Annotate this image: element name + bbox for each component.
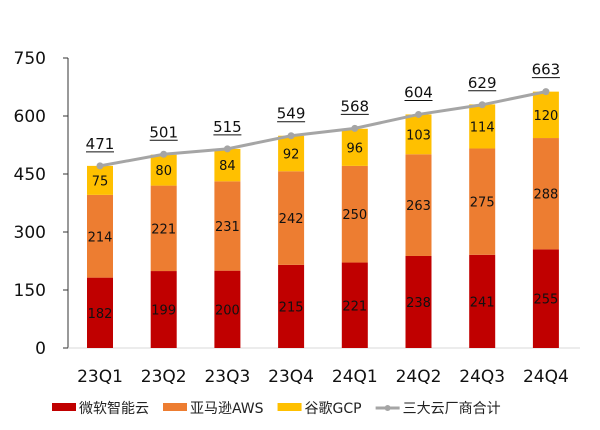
x-tick-label: 24Q4 [523, 367, 569, 387]
bar-segment [278, 135, 305, 172]
total-label: 471 [86, 135, 115, 153]
total-label: 568 [340, 97, 369, 115]
total-point [415, 110, 422, 118]
bar-segment [532, 138, 559, 250]
total-label: 501 [149, 123, 178, 141]
total-line [99, 90, 547, 168]
total-point [160, 150, 168, 158]
legend-swatch [163, 403, 187, 411]
data-label: 221 [342, 299, 367, 314]
bar-segment [341, 128, 368, 166]
data-label: 263 [406, 199, 431, 214]
total-point [223, 145, 231, 153]
legend-label: 谷歌GCP [305, 401, 362, 417]
data-label: 231 [215, 220, 240, 235]
bar-segment [469, 148, 496, 255]
y-tick-label: 450 [14, 165, 46, 185]
legend-swatch [52, 403, 76, 411]
y-tick-label: 150 [14, 281, 46, 301]
data-label: 182 [88, 307, 113, 322]
legend-line-marker [384, 405, 391, 411]
total-point [478, 101, 486, 109]
total-label: 629 [468, 74, 497, 92]
data-label: 214 [88, 230, 113, 245]
data-label: 215 [279, 300, 304, 315]
total-label: 604 [404, 83, 433, 101]
total-point [287, 132, 295, 140]
bar-segment [341, 262, 368, 348]
bar-segment [405, 154, 432, 256]
data-label: 96 [347, 141, 364, 156]
data-label: 242 [279, 212, 304, 227]
bar-segment [532, 91, 559, 139]
bar-segment [532, 249, 559, 348]
data-label: 84 [219, 159, 236, 174]
total-point [96, 162, 104, 170]
bar-segment [278, 264, 305, 348]
data-label: 275 [470, 196, 495, 211]
y-tick-label: 600 [14, 107, 46, 127]
data-label: 92 [283, 148, 300, 163]
data-label: 200 [215, 303, 240, 318]
bar-segment [150, 185, 177, 272]
total-point [542, 88, 550, 96]
bar-segment [214, 270, 241, 348]
x-tick-label: 23Q4 [268, 367, 314, 387]
legend-label: 亚马逊AWS [190, 401, 264, 417]
bar-segment [87, 277, 113, 348]
legend-swatch [277, 403, 302, 411]
data-label: 199 [151, 304, 176, 319]
x-tick-label: 24Q1 [332, 367, 378, 387]
bar-segment [87, 194, 113, 278]
data-label: 114 [470, 120, 495, 135]
x-tick-label: 23Q2 [141, 367, 187, 387]
total-label: 515 [213, 118, 242, 136]
data-label: 120 [533, 109, 558, 124]
data-label: 75 [92, 174, 109, 189]
bar-segment [87, 165, 113, 195]
bar-segment [341, 165, 368, 263]
legend-label: 三大云厂商合计 [403, 401, 501, 417]
bar-segment [405, 114, 432, 155]
bar-segment [150, 271, 177, 348]
total-label: 663 [532, 61, 561, 79]
bar-segment [214, 148, 241, 182]
bar-segment [150, 154, 177, 186]
bar-segment [405, 255, 432, 348]
data-label: 221 [151, 222, 176, 237]
x-tick-label: 23Q1 [77, 367, 123, 387]
bar-segment [278, 171, 305, 265]
data-label: 241 [470, 295, 495, 310]
total-label: 549 [277, 105, 306, 123]
total-point [351, 124, 359, 132]
bar-segment [214, 181, 241, 271]
y-tick-label: 0 [35, 339, 46, 359]
data-label: 288 [533, 188, 558, 203]
data-label: 238 [406, 296, 431, 311]
y-tick-label: 750 [14, 49, 46, 69]
data-label: 255 [533, 293, 558, 308]
x-tick-label: 24Q2 [396, 367, 442, 387]
x-tick-label: 24Q3 [459, 367, 505, 387]
y-tick-label: 300 [14, 223, 46, 243]
data-label: 250 [342, 208, 367, 223]
bar-segment [469, 254, 496, 348]
bar-segment [469, 104, 496, 149]
x-tick-label: 23Q3 [204, 367, 250, 387]
legend-label: 微软智能云 [79, 401, 149, 417]
data-label: 103 [406, 128, 431, 143]
data-label: 80 [155, 164, 172, 179]
